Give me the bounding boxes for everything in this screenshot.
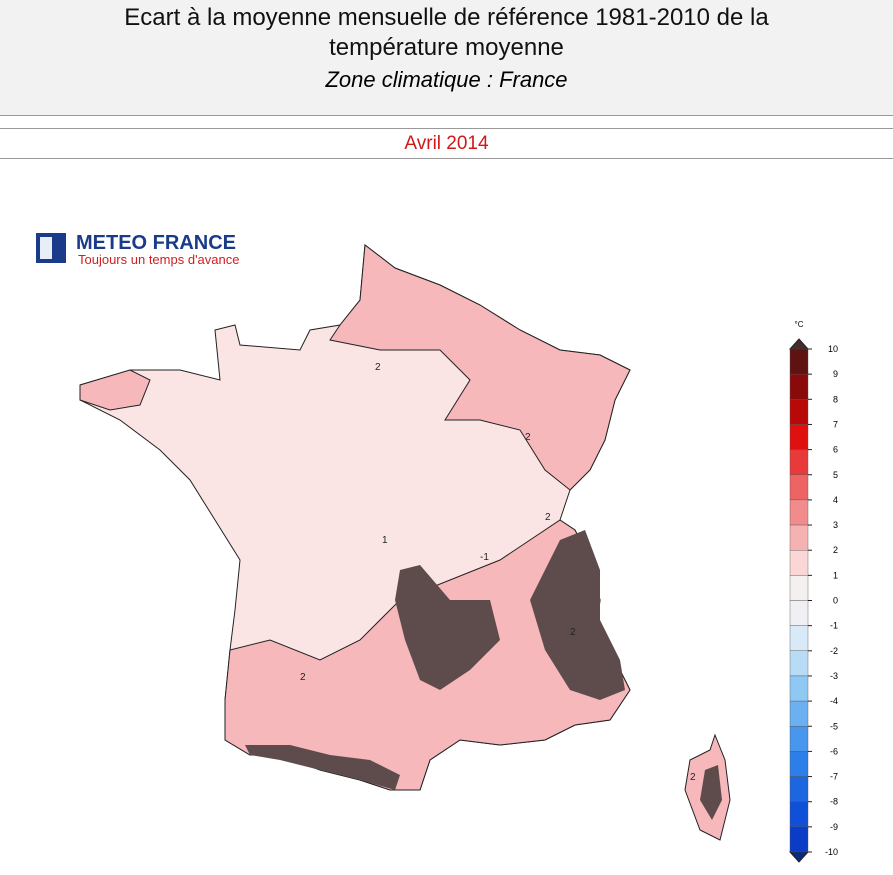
legend-swatch — [789, 726, 809, 752]
legend-above — [788, 338, 810, 350]
legend-swatch — [789, 776, 809, 802]
anomaly-high — [700, 765, 722, 820]
header: Ecart à la moyenne mensuelle de référenc… — [0, 0, 893, 116]
logo: METEO FRANCE Toujours un temps d'avance — [36, 232, 239, 267]
legend-swatch — [789, 399, 809, 425]
legend-swatch — [789, 449, 809, 475]
legend-swatch — [789, 625, 809, 652]
legend-tick-label: -2 — [830, 646, 838, 656]
legend-swatch — [789, 524, 809, 551]
legend-tick-label: 0 — [833, 596, 838, 606]
warm-area — [329, 244, 631, 491]
contour-label: 1 — [382, 535, 388, 546]
legend-swatch — [789, 373, 809, 400]
contour-label: 2 — [570, 627, 576, 638]
legend-tick-label: -6 — [830, 746, 838, 756]
legend-swatch — [789, 348, 809, 375]
legend-swatch — [789, 650, 809, 677]
contour-label: -1 — [480, 552, 489, 563]
contour-label: 2 — [375, 362, 381, 373]
title: température moyenne — [329, 34, 564, 61]
legend-swatch — [789, 575, 809, 601]
legend-swatch — [789, 700, 809, 727]
contour-label: 2 — [690, 772, 696, 783]
legend-tick-label: -8 — [830, 797, 838, 807]
legend-tick-label: 5 — [833, 470, 838, 480]
contour-label: 2 — [300, 672, 306, 683]
legend-unit: °C — [795, 320, 804, 329]
legend-tick-label: 10 — [828, 344, 838, 354]
legend-swatch — [789, 499, 809, 526]
legend-tick-label: 6 — [833, 445, 838, 455]
legend-swatch — [789, 826, 809, 853]
legend-swatch — [789, 474, 809, 501]
anomaly-high — [245, 745, 400, 790]
legend-tick-label: 3 — [833, 520, 838, 530]
period: Avril 2014 — [0, 128, 893, 159]
legend-tick-label: -4 — [830, 696, 838, 706]
legend-swatch — [789, 424, 809, 450]
legend-tick-label: 1 — [833, 570, 838, 580]
anomaly-high — [395, 565, 500, 690]
legend-tick-label: -3 — [830, 671, 838, 681]
contour-label: 2 — [525, 432, 531, 443]
legend-tick-label: -5 — [830, 721, 838, 731]
legend-tick-label: -1 — [830, 621, 838, 631]
legend-swatch — [789, 801, 809, 828]
subtitle: Zone climatique : France — [325, 67, 568, 92]
legend-tick-label: 9 — [833, 369, 838, 379]
france-map — [79, 244, 731, 841]
legend-below — [788, 851, 810, 863]
legend-swatch — [789, 675, 809, 702]
anomaly-high — [530, 530, 625, 700]
legend-tick-label: 8 — [833, 394, 838, 404]
legend-tick-label: 2 — [833, 545, 838, 555]
legend-tick-label: 7 — [833, 419, 838, 429]
legend-swatch — [789, 600, 809, 626]
legend-tick-label: -10 — [825, 847, 838, 857]
logo-icon — [40, 237, 52, 259]
contour-label: 2 — [545, 512, 551, 523]
logo-tagline: Toujours un temps d'avance — [78, 252, 239, 267]
title: Ecart à la moyenne mensuelle de référenc… — [124, 4, 769, 31]
warm-area — [79, 369, 151, 411]
legend-tick-label: 4 — [833, 495, 838, 505]
legend-tick-label: -7 — [830, 772, 838, 782]
legend-tick-label: -9 — [830, 822, 838, 832]
legend-swatch — [789, 751, 809, 777]
legend-swatch — [789, 550, 809, 576]
logo-name: METEO FRANCE — [76, 232, 236, 254]
